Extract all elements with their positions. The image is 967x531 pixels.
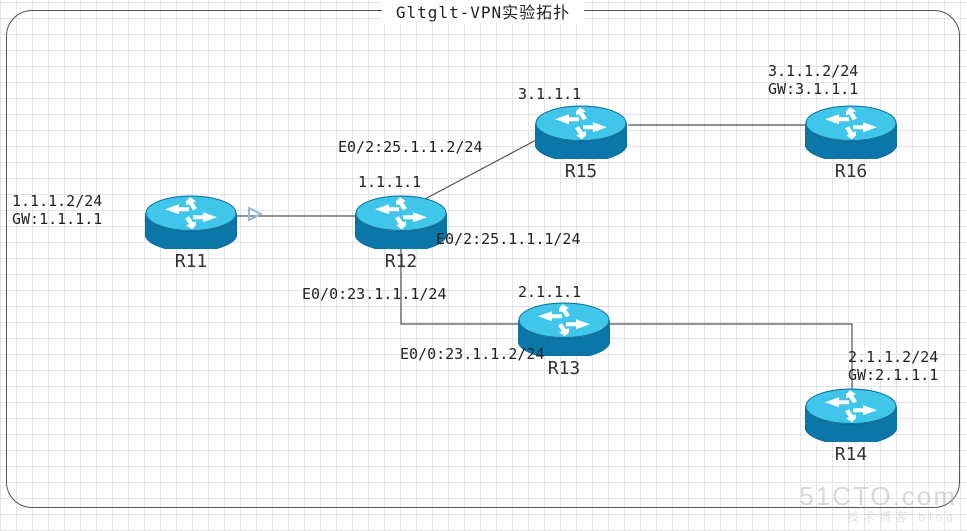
router-R14[interactable]: R14 — [805, 388, 897, 442]
label-0: 1.1.1.2/24 GW:1.1.1.1 — [12, 192, 102, 228]
label-3: E0/2:25.1.1.1/24 — [436, 230, 581, 248]
router-label-R14: R14 — [835, 444, 868, 465]
router-R16[interactable]: R16 — [805, 105, 897, 159]
router-label-R12: R12 — [385, 251, 418, 272]
router-label-R11: R11 — [175, 251, 208, 272]
label-6: E0/0:23.1.1.1/24 — [302, 285, 447, 303]
play-marker-icon — [247, 206, 263, 226]
watermark-text: 51CTO.com — [799, 481, 957, 511]
canvas: Gltglt-VPN实验拓扑 51CTO.com 技术博客 blog R11 R… — [0, 0, 967, 531]
label-8: 2.1.1.1 — [518, 283, 581, 301]
label-9: 2.1.1.2/24 GW:2.1.1.1 — [848, 348, 938, 384]
router-R11[interactable]: R11 — [145, 195, 237, 249]
router-R15[interactable]: R15 — [535, 105, 627, 159]
diagram-title: Gltglt-VPN实验拓扑 — [382, 0, 584, 23]
label-4: 3.1.1.1 — [518, 85, 581, 103]
label-7: E0/0:23.1.1.2/24 — [400, 345, 545, 363]
watermark-sub: 技术博客 blog — [799, 508, 957, 525]
router-label-R16: R16 — [835, 161, 868, 182]
router-label-R13: R13 — [548, 358, 581, 379]
router-label-R15: R15 — [565, 161, 598, 182]
title-wrap: Gltglt-VPN实验拓扑 — [7, 0, 959, 23]
router-R12[interactable]: R12 — [355, 195, 447, 249]
label-5: 3.1.1.2/24 GW:3.1.1.1 — [768, 62, 858, 98]
watermark: 51CTO.com 技术博客 blog — [799, 481, 957, 525]
label-2: E0/2:25.1.1.2/24 — [338, 138, 483, 156]
label-1: 1.1.1.1 — [358, 173, 421, 191]
